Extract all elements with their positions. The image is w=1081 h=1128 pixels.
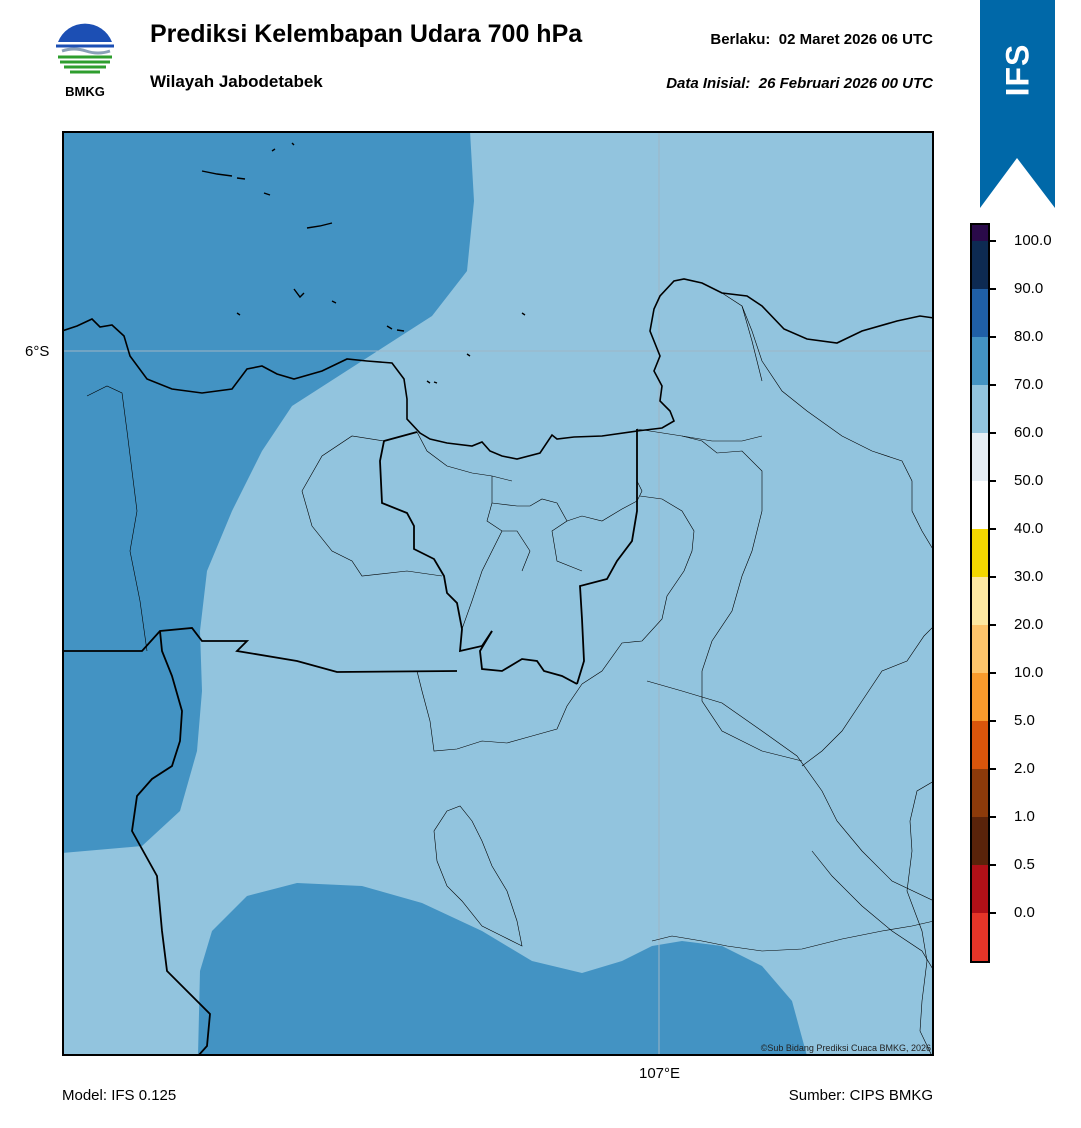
colorbar-tick [990, 912, 996, 914]
colorbar-tick [990, 720, 996, 722]
colorbar-tick [990, 336, 996, 338]
north-coastline [62, 278, 934, 460]
colorbar-segment [972, 865, 988, 913]
colorbar-segment [972, 817, 988, 865]
colorbar-label: 90.0 [1014, 280, 1044, 297]
ribbon-shape [980, 0, 1055, 208]
colorbar-label: 100.0 [1014, 232, 1052, 249]
colorbar-tick [990, 384, 996, 386]
colorbar-segment [972, 385, 988, 433]
colorbar-tick [990, 240, 996, 242]
colorbar-tick [990, 432, 996, 434]
logo-label: BMKG [65, 84, 105, 99]
fill-70-80-south [198, 883, 807, 1056]
map-frame [62, 131, 934, 1056]
model-label: Model: IFS 0.125 [62, 1087, 177, 1104]
colorbar-segment [972, 481, 988, 529]
colorbar-segment [972, 577, 988, 625]
colorbar-label: 50.0 [1014, 472, 1044, 489]
colorbar-tick [990, 624, 996, 626]
colorbar-label: 2.0 [1014, 760, 1035, 777]
source-label: Sumber: CIPS BMKG [788, 1087, 933, 1104]
colorbar-tick [990, 864, 996, 866]
colorbar-label: 20.0 [1014, 616, 1044, 633]
longitude-label: 107°E [639, 1065, 681, 1082]
fill-70-80-northwest [62, 131, 474, 853]
colorbar-label: 40.0 [1014, 520, 1044, 537]
humidity-map [62, 131, 934, 1056]
colorbar-tick [990, 576, 996, 578]
colorbar-tick [990, 816, 996, 818]
colorbar-label: 0.0 [1014, 904, 1035, 921]
regency-boundaries [86, 292, 934, 1056]
bmkg-logo-icon [56, 21, 114, 79]
region-subtitle: Wilayah Jabodetabek [150, 72, 323, 91]
colorbar-segment [972, 625, 988, 673]
colorbar-segment [972, 433, 988, 481]
colorbar-tick [990, 528, 996, 530]
bmkg-logo: BMKG [52, 20, 118, 102]
colorbar-segment [972, 225, 988, 241]
colorbar-label: 1.0 [1014, 808, 1035, 825]
colorbar-tick [990, 768, 996, 770]
colorbar-segment [972, 913, 988, 961]
map-credit: ©Sub Bidang Prediksi Cuaca BMKG, 2026 [760, 1043, 931, 1053]
valid-value: 02 Maret 2026 06 UTC [778, 31, 933, 48]
colorbar-label: 60.0 [1014, 424, 1044, 441]
ribbon-label-box: IFS [980, 20, 1055, 120]
colorbar-label: 80.0 [1014, 328, 1044, 345]
init-value: 26 Februari 2026 00 UTC [758, 75, 933, 92]
ifs-ribbon: IFS [980, 0, 1055, 208]
colorbar-tick [990, 672, 996, 674]
colorbar-segment [972, 673, 988, 721]
ribbon-label: IFS [999, 43, 1035, 97]
init-label: Data Inisial: [666, 75, 751, 92]
valid-label: Berlaku: [710, 31, 771, 48]
colorbar-segment [972, 289, 988, 337]
colorbar-tick [990, 480, 996, 482]
thousand-islands [201, 142, 526, 384]
colorbar-segment [972, 337, 988, 385]
colorbar-label: 5.0 [1014, 712, 1035, 729]
province-boundaries [62, 429, 638, 1056]
map-panel [62, 131, 934, 1056]
valid-time: Berlaku: 02 Maret 2026 06 UTC [710, 31, 933, 48]
map-title: Prediksi Kelembapan Udara 700 hPa [150, 20, 583, 48]
colorbar-label: 70.0 [1014, 376, 1044, 393]
colorbar-segment [972, 769, 988, 817]
colorbar [970, 223, 990, 963]
colorbar-segment [972, 241, 988, 289]
latitude-label: 6°S [25, 343, 50, 360]
colorbar-tick [990, 288, 996, 290]
colorbar-label: 0.5 [1014, 856, 1035, 873]
colorbar-segment [972, 529, 988, 577]
init-time: Data Inisial: 26 Februari 2026 00 UTC [666, 75, 933, 92]
colorbar-segment [972, 721, 988, 769]
colorbar-label: 10.0 [1014, 664, 1044, 681]
colorbar-label: 30.0 [1014, 568, 1044, 585]
